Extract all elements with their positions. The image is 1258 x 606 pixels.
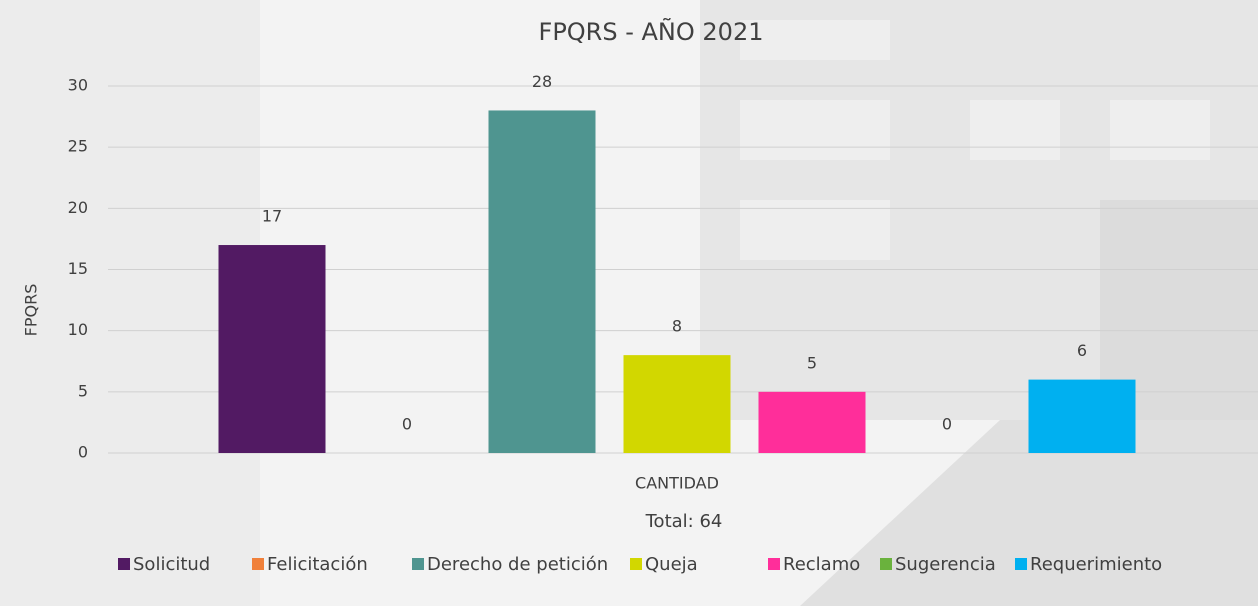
data-label: 28: [532, 72, 552, 91]
bar: [759, 392, 866, 453]
y-tick-label: 25: [68, 137, 88, 156]
legend-swatch: [1015, 558, 1027, 570]
bar: [624, 355, 731, 453]
legend-label: Requerimiento: [1030, 554, 1162, 575]
data-label: 6: [1077, 341, 1087, 360]
annotation: Total: 64: [645, 511, 723, 532]
bar: [489, 110, 596, 453]
data-label: 5: [807, 353, 817, 372]
page: FPQRS - AÑO 2021 FPQRS Total: 64 0 5 10 15 2…: [0, 0, 1258, 606]
y-tick-label: 5: [78, 381, 88, 400]
legend-swatch: [118, 558, 130, 570]
legend-swatch: [768, 558, 780, 570]
chart: FPQRS - AÑO 2021 FPQRS Total: 64 0 5 10 15 2…: [0, 0, 1258, 606]
legend-swatch: [252, 558, 264, 570]
legend-label: Felicitación: [267, 554, 368, 575]
legend-label: Sugerencia: [895, 554, 996, 575]
y-tick-label: 20: [68, 198, 88, 217]
legend-swatch: [630, 558, 642, 570]
legend-swatch: [880, 558, 892, 570]
y-tick-label: 0: [78, 443, 88, 462]
x-tick-label: CANTIDAD: [635, 474, 719, 493]
chart-title: FPQRS - AÑO 2021: [539, 16, 764, 46]
data-label: 17: [262, 207, 282, 226]
bar: [1029, 380, 1136, 453]
legend-label: Queja: [645, 554, 698, 575]
data-label: 0: [942, 415, 952, 434]
y-axis-label: FPQRS: [22, 284, 41, 337]
data-label: 0: [402, 415, 412, 434]
legend-label: Derecho de petición: [427, 554, 608, 575]
y-tick-label: 30: [68, 76, 88, 95]
legend-swatch: [412, 558, 424, 570]
data-label: 8: [672, 317, 682, 336]
y-tick-label: 10: [68, 320, 88, 339]
legend-label: Reclamo: [783, 554, 860, 575]
bar: [219, 245, 326, 453]
legend-label: Solicitud: [133, 554, 210, 575]
y-tick-label: 15: [68, 259, 88, 278]
